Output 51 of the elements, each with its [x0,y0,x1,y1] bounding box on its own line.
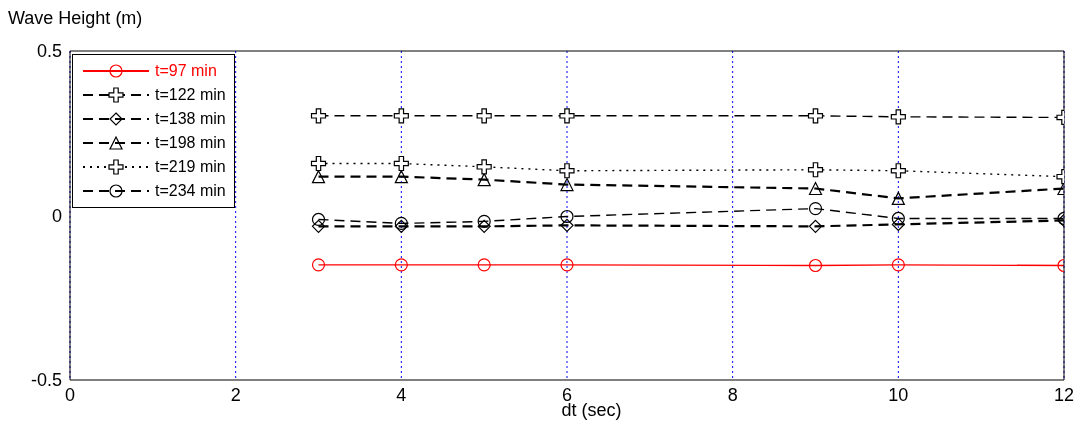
point [891,217,905,231]
point [559,163,575,179]
point [477,173,491,187]
point [808,258,823,273]
point [891,191,905,205]
point [807,108,824,124]
x-tick-label: 12 [1053,384,1075,405]
legend-label: t=122 min [155,86,226,104]
point [394,170,408,184]
y-tick-label: 0 [51,205,62,226]
point [560,209,574,224]
point [560,177,574,192]
legend-label: t=138 min [155,110,226,128]
y-axis-title: Wave Height (m) [8,8,143,29]
point [311,212,326,227]
point [311,170,326,184]
point [477,214,491,229]
x-tick-label: 4 [396,384,407,405]
point [310,108,327,124]
point [476,159,492,175]
point [808,219,823,233]
x-tick-label: 2 [230,384,241,405]
point [477,219,491,233]
point [476,108,492,124]
point [311,258,326,272]
point [310,155,327,172]
point [890,163,906,179]
point [311,219,326,233]
point [559,108,575,124]
y-tick-label: 0.5 [36,41,62,62]
point [807,162,824,178]
legend-label: t=198 min [155,134,226,152]
legend-label: t=234 min [155,182,226,200]
legend-label: t=97 min [155,62,217,80]
legend-label: t=219 min [155,158,226,176]
point [891,258,905,272]
x-axis-title: dt (sec) [561,400,622,420]
point [808,201,823,216]
point [891,211,905,226]
point [394,258,408,272]
x-tick-label: 10 [888,384,909,405]
point [393,108,409,124]
point [560,218,574,232]
point [393,155,409,172]
point [560,258,574,272]
point [477,258,491,272]
point [808,181,823,196]
x-tick-label: 0 [64,384,76,405]
y-tick-label: -0.5 [30,370,62,391]
point [890,109,906,125]
x-tick-label: 8 [727,384,738,405]
